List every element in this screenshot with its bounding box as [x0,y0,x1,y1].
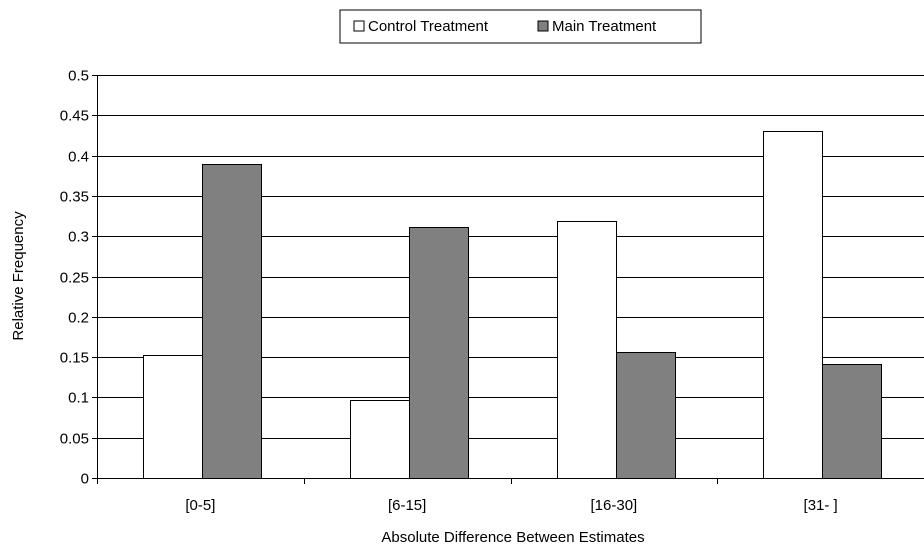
legend-swatch-control-treatment [353,20,365,32]
x-tick-label: [6-15] [388,497,426,514]
y-tick-label: 0.1 [68,390,89,407]
bar-main-3 [822,364,882,479]
bar-main-2 [616,352,676,479]
axes: 0 0.05 0.1 0.15 0.2 0.25 0.3 0.35 0.4 0.45 0.5 [0-5… [60,68,924,514]
legend: Control Treatment Main Treatment [339,9,702,44]
y-tick-label: 0.4 [68,149,89,166]
bar-control-0 [143,355,203,479]
bar-control-3 [763,131,823,479]
bars [143,131,882,479]
x-axis-title: Absolute Difference Between Estimates [381,529,644,546]
legend-label-main-treatment: Main Treatment [552,18,657,35]
bar-control-1 [350,400,410,479]
y-tick-label: 0.05 [60,431,89,448]
y-axis-title: Relative Frequency [10,211,27,341]
y-tick-label: 0.35 [60,189,89,206]
y-tick-label: 0.25 [60,270,89,287]
bar-main-0 [202,164,262,479]
bar-control-2 [557,221,617,479]
x-tick-label: [16-30] [591,497,638,514]
x-tick-label: [31- ] [804,497,838,514]
y-tick-label: 0 [81,471,89,488]
legend-box [339,9,702,44]
y-tick-label: 0.3 [68,229,89,246]
y-tick-label: 0.2 [68,310,89,327]
y-tick-label: 0.45 [60,108,89,125]
legend-swatch-main-treatment [537,20,549,32]
x-tick-label: [0-5] [185,497,215,514]
legend-label-control-treatment: Control Treatment [368,18,489,35]
y-tick-label: 0.15 [60,350,89,367]
bar-main-1 [409,227,469,479]
y-tick-label: 0.5 [68,68,89,85]
